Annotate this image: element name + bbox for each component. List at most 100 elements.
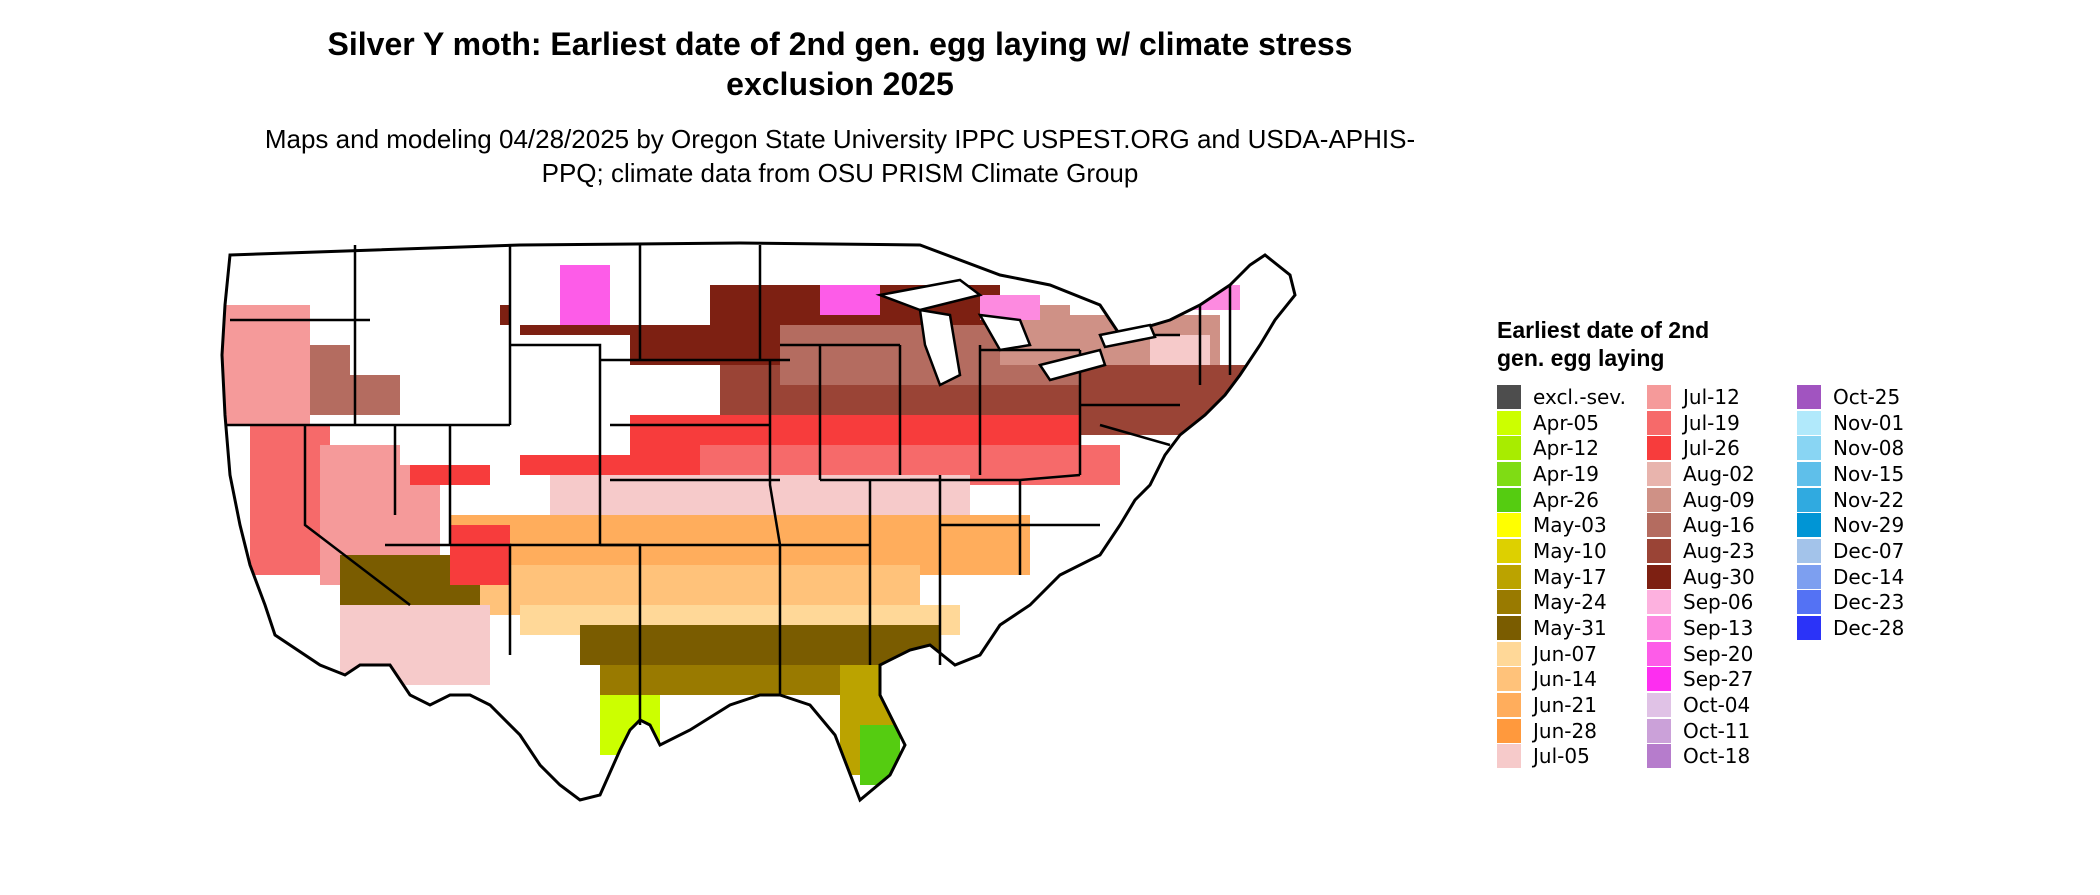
legend-label: Dec-28 bbox=[1833, 616, 1905, 641]
legend-swatch bbox=[1647, 384, 1671, 409]
legend-label: excl.-sev. bbox=[1533, 384, 1626, 409]
legend-item: Aug-16 bbox=[1647, 512, 1797, 538]
legend-item: May-10 bbox=[1497, 538, 1647, 564]
legend-item: Sep-27 bbox=[1647, 667, 1797, 693]
legend-item: Nov-01 bbox=[1797, 410, 1947, 436]
legend-swatch bbox=[1497, 436, 1521, 461]
legend-item: Apr-26 bbox=[1497, 487, 1647, 513]
legend-label: Jun-21 bbox=[1533, 693, 1597, 718]
legend-label: Oct-11 bbox=[1683, 718, 1751, 743]
legend-item: Nov-22 bbox=[1797, 487, 1947, 513]
legend-swatch bbox=[1497, 487, 1521, 512]
legend-label: Nov-01 bbox=[1833, 410, 1905, 435]
legend-swatch bbox=[1647, 513, 1671, 538]
legend-item: Sep-13 bbox=[1647, 615, 1797, 641]
legend-label: Apr-19 bbox=[1533, 461, 1599, 486]
legend-swatch bbox=[1797, 590, 1821, 615]
legend-swatch bbox=[1647, 436, 1671, 461]
legend-item: Apr-19 bbox=[1497, 461, 1647, 487]
legend-label: Aug-09 bbox=[1683, 487, 1755, 512]
legend-item: Jun-28 bbox=[1497, 718, 1647, 744]
legend-item: Jul-19 bbox=[1647, 410, 1797, 436]
legend-swatch bbox=[1647, 461, 1671, 486]
legend-label: Nov-08 bbox=[1833, 436, 1905, 461]
legend-label: Jul-26 bbox=[1683, 436, 1740, 461]
legend-item: Dec-28 bbox=[1797, 615, 1947, 641]
legend-label: Nov-22 bbox=[1833, 487, 1905, 512]
legend-label: Dec-14 bbox=[1833, 564, 1905, 589]
legend-item: Jul-12 bbox=[1647, 384, 1797, 410]
legend-label: Jul-12 bbox=[1683, 384, 1740, 409]
legend-swatch bbox=[1497, 564, 1521, 589]
legend-item: Jul-26 bbox=[1647, 435, 1797, 461]
legend-label: Oct-04 bbox=[1683, 693, 1751, 718]
legend-swatch bbox=[1497, 590, 1521, 615]
legend-swatch bbox=[1497, 667, 1521, 692]
legend-item: Oct-25 bbox=[1797, 384, 1947, 410]
legend-column: excl.-sev. Apr-05 Apr-12 Apr-19 Apr-26 May-03… bbox=[1497, 384, 1647, 769]
us-map bbox=[220, 241, 1297, 803]
legend-item: Nov-15 bbox=[1797, 461, 1947, 487]
legend-item: Aug-09 bbox=[1647, 487, 1797, 513]
legend-label: May-17 bbox=[1533, 564, 1607, 589]
legend-item: Jun-14 bbox=[1497, 667, 1647, 693]
legend-item: Jul-05 bbox=[1497, 744, 1647, 770]
legend-swatch bbox=[1647, 693, 1671, 718]
legend-label: Jun-14 bbox=[1533, 667, 1597, 692]
legend-swatch bbox=[1497, 410, 1521, 435]
legend-label: Aug-30 bbox=[1683, 564, 1755, 589]
legend-label: Sep-20 bbox=[1683, 641, 1754, 666]
legend-item: Jun-21 bbox=[1497, 692, 1647, 718]
legend-label: Aug-23 bbox=[1683, 538, 1755, 563]
legend-item: Oct-18 bbox=[1647, 744, 1797, 770]
legend-item: Aug-23 bbox=[1647, 538, 1797, 564]
legend-item: Sep-20 bbox=[1647, 641, 1797, 667]
legend-item: Dec-07 bbox=[1797, 538, 1947, 564]
legend-item: Dec-14 bbox=[1797, 564, 1947, 590]
legend-swatch bbox=[1797, 487, 1821, 512]
legend-label: Jun-28 bbox=[1533, 718, 1597, 743]
legend-swatch bbox=[1797, 461, 1821, 486]
legend-item: May-31 bbox=[1497, 615, 1647, 641]
legend-label: Sep-06 bbox=[1683, 590, 1754, 615]
legend-label: Dec-07 bbox=[1833, 538, 1905, 563]
legend-swatch bbox=[1497, 616, 1521, 641]
legend-item: Dec-23 bbox=[1797, 590, 1947, 616]
legend-label: Oct-25 bbox=[1833, 384, 1901, 409]
legend-item: Apr-12 bbox=[1497, 435, 1647, 461]
legend-label: Apr-26 bbox=[1533, 487, 1599, 512]
legend-swatch bbox=[1647, 718, 1671, 743]
legend-swatch bbox=[1647, 641, 1671, 666]
legend-swatch bbox=[1497, 718, 1521, 743]
map-subtitle: Maps and modeling 04/28/2025 by Oregon S… bbox=[264, 124, 1416, 188]
legend-item: Oct-11 bbox=[1647, 718, 1797, 744]
legend-item: Nov-08 bbox=[1797, 435, 1947, 461]
legend-swatch bbox=[1797, 384, 1821, 409]
legend-columns: excl.-sev. Apr-05 Apr-12 Apr-19 Apr-26 May-03… bbox=[1497, 384, 1947, 769]
legend-swatch bbox=[1647, 410, 1671, 435]
legend-swatch bbox=[1797, 410, 1821, 435]
legend-swatch bbox=[1647, 616, 1671, 641]
us-outline bbox=[220, 241, 1297, 803]
legend-item: excl.-sev. bbox=[1497, 384, 1647, 410]
legend-label: Jun-07 bbox=[1533, 641, 1597, 666]
legend-label: Sep-13 bbox=[1683, 616, 1754, 641]
legend: Earliest date of 2nd gen. egg laying exc… bbox=[1497, 316, 1947, 769]
legend-swatch bbox=[1647, 667, 1671, 692]
legend-swatch bbox=[1797, 513, 1821, 538]
legend-column: Oct-25 Nov-01 Nov-08 Nov-15 Nov-22 Nov-29 Dec-… bbox=[1797, 384, 1947, 769]
legend-item: Aug-02 bbox=[1647, 461, 1797, 487]
legend-label: May-10 bbox=[1533, 538, 1607, 563]
legend-label: Aug-02 bbox=[1683, 461, 1755, 486]
legend-swatch bbox=[1647, 564, 1671, 589]
legend-item: May-17 bbox=[1497, 564, 1647, 590]
legend-swatch bbox=[1497, 641, 1521, 666]
legend-item: May-03 bbox=[1497, 512, 1647, 538]
legend-item: Nov-29 bbox=[1797, 512, 1947, 538]
legend-label: Apr-05 bbox=[1533, 410, 1599, 435]
legend-label: Jul-05 bbox=[1533, 744, 1590, 769]
legend-swatch bbox=[1497, 744, 1521, 769]
legend-title: Earliest date of 2nd gen. egg laying bbox=[1497, 317, 1710, 371]
legend-swatch bbox=[1647, 744, 1671, 769]
legend-label: Nov-29 bbox=[1833, 513, 1905, 538]
